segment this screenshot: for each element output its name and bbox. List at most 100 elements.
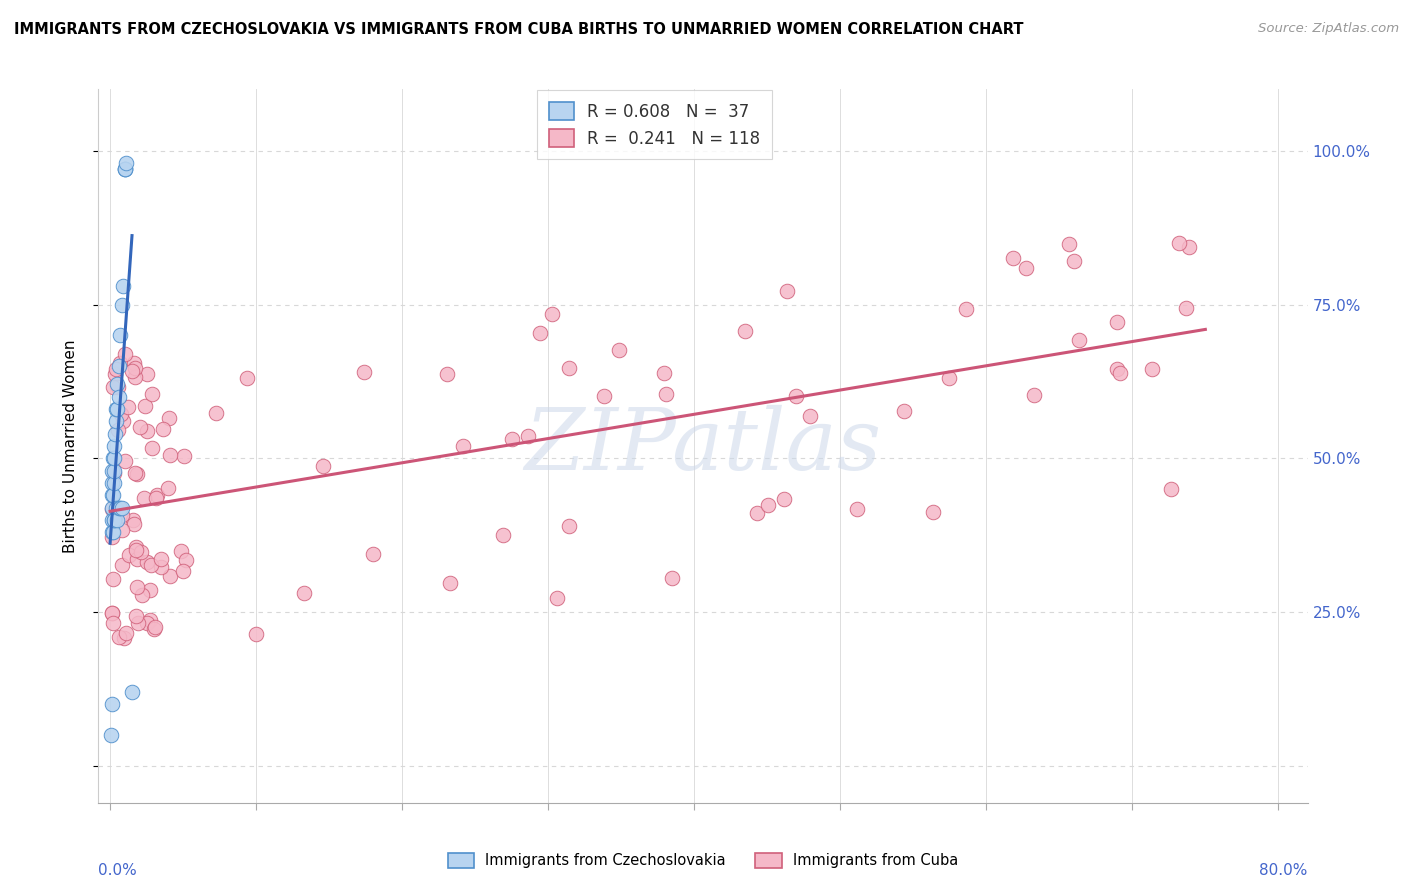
Point — [100, 606, 122, 620]
Point — [104, 414, 127, 428]
Point — [236, 371, 259, 385]
Point — [103, 464, 125, 478]
Point — [593, 389, 616, 403]
Point — [134, 491, 156, 505]
Point — [101, 488, 124, 502]
Point — [136, 555, 159, 569]
Point — [114, 162, 136, 177]
Point — [145, 488, 167, 502]
Point — [101, 525, 124, 540]
Point — [1168, 235, 1191, 250]
Point — [101, 513, 124, 527]
Point — [127, 467, 149, 481]
Point — [661, 571, 683, 585]
Point — [159, 568, 181, 582]
Point — [100, 475, 122, 490]
Point — [845, 502, 868, 516]
Point — [101, 573, 124, 587]
Point — [139, 613, 162, 627]
Point — [1014, 260, 1036, 275]
Point — [101, 451, 124, 466]
Point — [100, 728, 122, 742]
Point — [143, 620, 166, 634]
Point — [115, 626, 138, 640]
Point — [1105, 362, 1128, 376]
Point — [103, 475, 125, 490]
Point — [111, 508, 134, 523]
Point — [734, 324, 756, 338]
Point — [1063, 254, 1085, 268]
Point — [101, 529, 124, 543]
Point — [1105, 315, 1128, 329]
Point — [103, 616, 125, 631]
Point — [124, 369, 146, 384]
Point — [110, 500, 132, 515]
Point — [111, 297, 134, 311]
Point — [125, 609, 148, 624]
Point — [112, 279, 135, 293]
Point — [105, 361, 128, 376]
Point — [104, 426, 127, 441]
Point — [453, 439, 475, 453]
Point — [150, 551, 173, 566]
Point — [312, 459, 335, 474]
Point — [501, 432, 523, 446]
Point — [141, 441, 163, 455]
Point — [1057, 236, 1080, 251]
Point — [127, 615, 149, 630]
Point — [292, 586, 315, 600]
Point — [131, 588, 153, 602]
Point — [157, 411, 180, 425]
Point — [125, 541, 148, 555]
Point — [114, 162, 136, 177]
Point — [245, 627, 267, 641]
Point — [110, 407, 132, 421]
Point — [174, 553, 197, 567]
Point — [121, 364, 143, 378]
Y-axis label: Births to Unmarried Women: Births to Unmarried Women — [63, 339, 77, 553]
Point — [104, 500, 127, 515]
Point — [114, 347, 136, 361]
Text: Source: ZipAtlas.com: Source: ZipAtlas.com — [1258, 22, 1399, 36]
Point — [558, 519, 581, 533]
Point — [104, 402, 127, 417]
Point — [136, 368, 159, 382]
Point — [756, 498, 779, 512]
Point — [127, 551, 149, 566]
Point — [1024, 387, 1046, 401]
Point — [100, 500, 122, 515]
Point — [204, 406, 226, 420]
Point — [104, 367, 127, 381]
Point — [1160, 483, 1182, 497]
Point — [103, 466, 125, 480]
Point — [893, 403, 915, 417]
Point — [108, 359, 131, 373]
Point — [775, 284, 797, 298]
Point — [1174, 301, 1197, 315]
Point — [135, 615, 157, 630]
Point — [557, 361, 579, 376]
Point — [955, 302, 977, 317]
Point — [111, 558, 134, 572]
Point — [492, 527, 515, 541]
Point — [108, 500, 131, 515]
Point — [125, 542, 148, 557]
Point — [100, 607, 122, 621]
Point — [541, 308, 564, 322]
Point — [353, 365, 375, 379]
Point — [124, 466, 146, 480]
Point — [169, 544, 191, 558]
Point — [107, 377, 129, 392]
Point — [107, 513, 129, 527]
Point — [101, 525, 124, 540]
Point — [121, 514, 143, 528]
Point — [1067, 333, 1090, 347]
Point — [103, 513, 125, 527]
Point — [103, 513, 125, 527]
Point — [439, 576, 461, 591]
Point — [100, 502, 122, 516]
Point — [134, 399, 156, 413]
Point — [173, 449, 195, 463]
Point — [110, 356, 132, 370]
Point — [655, 387, 678, 401]
